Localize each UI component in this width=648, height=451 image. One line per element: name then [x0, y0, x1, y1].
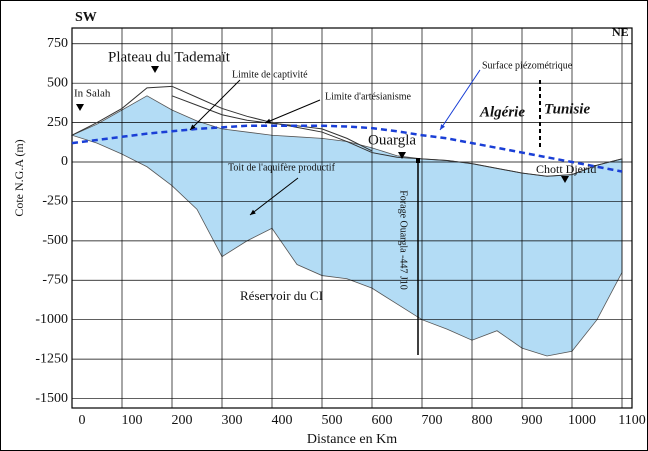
arrow-head	[440, 124, 446, 130]
annotation: Tunisie	[544, 101, 590, 117]
y-axis-label: Cote N.G.A (m)	[12, 139, 26, 216]
y-tick-label: 750	[47, 36, 68, 51]
annotation: Plateau du Tademaït	[108, 49, 231, 65]
annotation: Ouargla	[368, 132, 416, 148]
y-tick-label: -1250	[35, 351, 68, 366]
arrow-head	[250, 209, 256, 215]
plot-frame	[71, 27, 633, 409]
x-tick-label: 700	[422, 413, 443, 428]
annotation: In Salah	[74, 88, 111, 100]
section-line	[171, 95, 373, 152]
annotation-arrow	[264, 99, 321, 124]
section-line	[71, 85, 623, 177]
x-tick-label: 600	[372, 413, 393, 428]
well-head	[416, 158, 420, 163]
y-tick-label: -1500	[35, 391, 68, 406]
annotation: Chott Djerid	[536, 162, 596, 176]
x-tick-label: 300	[222, 413, 243, 428]
annotation: Forage Ouargla -447 J10	[398, 190, 409, 290]
x-tick-label: 1000	[568, 413, 596, 428]
y-tick-label: -500	[42, 233, 68, 248]
x-tick-label: 800	[472, 413, 493, 428]
location-marker	[76, 104, 84, 111]
x-tick-label: 500	[322, 413, 343, 428]
annotation: Algérie	[479, 104, 525, 120]
x-tick-label: 900	[522, 413, 543, 428]
y-tick-label: -1000	[35, 312, 68, 327]
annotation: Limite de captivité	[232, 69, 308, 80]
x-tick-label: 0	[79, 413, 86, 428]
y-tick-label: -250	[42, 194, 68, 209]
ne-label: NE	[612, 25, 629, 39]
x-axis-label: Distance en Km	[307, 432, 397, 447]
y-tick-label: -750	[42, 273, 68, 288]
annotation: Réservoir du CI	[240, 288, 323, 303]
location-marker	[561, 176, 569, 183]
annotation-arrow	[249, 177, 299, 216]
y-tick-label: 500	[47, 75, 68, 90]
y-tick-label: 0	[61, 154, 68, 169]
annotation-arrow	[189, 79, 241, 131]
annotation: Toit de l'aquifère productif	[228, 162, 336, 173]
annotation-arrow	[439, 69, 481, 131]
arrow-head	[265, 118, 271, 124]
annotation: Limite d'artésianisme	[325, 91, 412, 102]
annotation: Surface piézométrique	[482, 60, 573, 71]
y-tick-label: 250	[47, 115, 68, 130]
x-tick-label: 100	[122, 413, 143, 428]
arrow-head	[190, 124, 196, 130]
sw-label: SW	[75, 10, 97, 25]
location-marker	[398, 152, 406, 159]
section-line	[71, 124, 623, 173]
location-marker	[151, 66, 159, 73]
x-tick-label: 200	[172, 413, 193, 428]
x-tick-label: 1100	[618, 413, 645, 428]
x-tick-label: 400	[272, 413, 293, 428]
